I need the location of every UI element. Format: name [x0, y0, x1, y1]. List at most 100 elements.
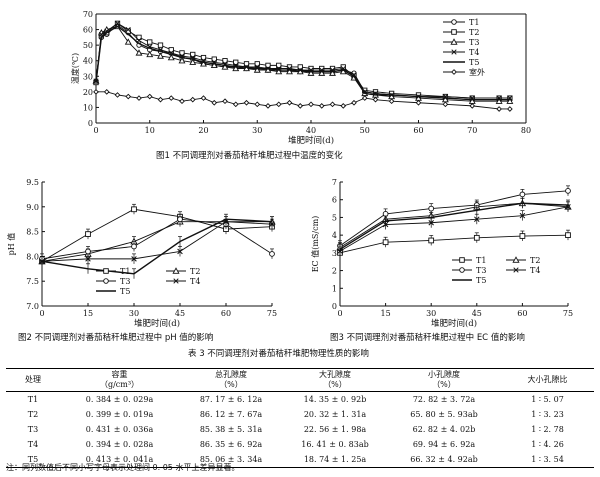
legend-marker — [103, 268, 109, 274]
data-point — [179, 98, 185, 105]
data-point — [565, 188, 571, 194]
series-line-T1 — [339, 234, 569, 254]
data-point — [565, 232, 571, 238]
data-point — [200, 95, 207, 101]
data-point — [131, 206, 137, 213]
header-macro-porosity: 大孔隙度 （%） — [283, 368, 387, 392]
data-point — [243, 99, 250, 106]
data-point — [276, 62, 282, 69]
table-cell: 20. 32 ± 1. 31a — [303, 410, 367, 419]
legend-label: T5 — [469, 58, 479, 67]
data-point — [146, 93, 153, 100]
y-tick-label: 9.5 — [26, 178, 39, 187]
legend-label: T2 — [530, 256, 540, 265]
table-cell: T4 — [27, 440, 39, 449]
legend-label: 室外 — [469, 67, 485, 77]
table-cell: 0. 431 ± 0. 036a — [85, 425, 154, 434]
x-tick-label: 80 — [521, 126, 531, 135]
data-point — [254, 61, 260, 67]
data-point — [211, 99, 218, 106]
legend-marker — [172, 267, 180, 274]
data-point — [103, 89, 110, 95]
table-cell: 14. 35 ± 0. 92b — [303, 395, 367, 404]
x-tick-label: 75 — [563, 309, 573, 318]
table-cell: T2 — [27, 410, 39, 419]
table-cell: T5 — [6, 452, 60, 468]
legend-marker — [173, 278, 179, 284]
data-point — [495, 97, 503, 104]
table-cell: 86. 35 ± 6. 92a — [199, 440, 263, 449]
x-tick-label: 0 — [93, 126, 98, 135]
table-cell: T3 — [27, 425, 39, 434]
fig2-caption: 图2 不同调理剂对番茄秸秆堆肥过程中 pH 值的影响 — [18, 333, 214, 343]
data-point — [519, 212, 526, 219]
legend-marker — [459, 267, 465, 273]
x-tick-label: 10 — [145, 126, 155, 135]
legend-label: T3 — [469, 38, 479, 47]
data-point — [177, 216, 183, 223]
data-point — [233, 59, 239, 65]
data-point — [286, 99, 293, 106]
data-point — [232, 64, 240, 72]
table-cell: 69. 94 ± 6. 92a — [412, 440, 476, 449]
y-tick-label: 6 — [332, 196, 337, 205]
table-cell: 0. 399 ± 0. 019a — [85, 410, 154, 419]
data-point — [210, 61, 218, 69]
legend-marker — [451, 69, 457, 75]
x-tick-label: 30 — [129, 309, 139, 318]
data-point — [318, 69, 326, 76]
table-cell: 1 ∶ 3. 54 — [501, 452, 594, 468]
x-axis-label: 堆肥时间(d) — [431, 318, 477, 329]
y-tick-label: 1 — [332, 284, 337, 293]
data-point — [442, 101, 449, 108]
data-point — [98, 31, 104, 37]
series-line-T4 — [95, 22, 510, 99]
data-point — [125, 93, 132, 100]
physical-properties-table: 处理 容重 （g/cm³） 总孔隙度 （%） 大孔隙度 （%） 小孔隙度 （%） 大小孔… — [6, 368, 594, 468]
data-point — [361, 95, 368, 101]
data-point — [190, 51, 196, 58]
x-tick-label: 30 — [252, 126, 262, 135]
data-point — [179, 50, 185, 56]
data-point — [167, 53, 175, 61]
data-point — [329, 101, 336, 108]
legend-label: T5 — [476, 276, 486, 285]
table-header-row: 处理 容重 （g/cm³） 总孔隙度 （%） 大孔隙度 （%） 小孔隙度 （%） 大小孔… — [6, 368, 594, 392]
data-point — [125, 27, 131, 33]
x-tick-label: 15 — [83, 309, 93, 318]
data-point — [136, 95, 142, 101]
table-cell: 1 ∶ 3. 23 — [531, 410, 564, 419]
fig1-caption: 图1 不同调理剂对番茄秸秆堆肥过程中温度的变化 — [156, 151, 343, 161]
data-point — [351, 99, 357, 106]
table-cell: T1 — [27, 395, 39, 404]
legend-marker — [451, 19, 457, 25]
data-point — [474, 216, 480, 222]
table-cell: 66. 32 ± 4. 92ab — [387, 452, 501, 468]
data-point — [168, 47, 174, 53]
data-point — [507, 106, 513, 112]
table-row: T4 0. 394 ± 0. 028a 86. 35 ± 6. 92a 16. 41 … — [6, 437, 594, 452]
x-tick-label: 60 — [517, 309, 527, 318]
data-point — [269, 251, 275, 257]
data-point — [473, 234, 480, 241]
table-cell: 62. 82 ± 4. 02b — [412, 425, 476, 434]
header-micro-porosity: 小孔隙度 （%） — [387, 368, 501, 392]
data-point — [157, 96, 164, 103]
x-tick-label: 60 — [221, 309, 231, 318]
header-total-porosity: 总孔隙度 （%） — [179, 368, 283, 392]
data-point — [104, 28, 110, 34]
y-tick-label: 7 — [332, 178, 337, 187]
series-line-T2 — [339, 202, 569, 248]
y-tick-label: 8.5 — [26, 228, 39, 237]
data-point — [189, 96, 196, 103]
y-tick-label: 10 — [83, 103, 93, 112]
table-row: T3 0. 431 ± 0. 036a 85. 38 ± 5. 31a 22. 56 … — [6, 422, 594, 437]
data-point — [382, 211, 389, 217]
data-point — [189, 58, 197, 65]
table-cell: 0. 384 ± 0. 029a — [85, 395, 154, 404]
table-cell: 0. 413 ± 0. 041a — [60, 452, 179, 468]
data-point — [200, 54, 207, 61]
table-cell: 1 ∶ 2. 78 — [531, 425, 564, 434]
table-cell: 1 ∶ 4. 26 — [531, 440, 564, 449]
